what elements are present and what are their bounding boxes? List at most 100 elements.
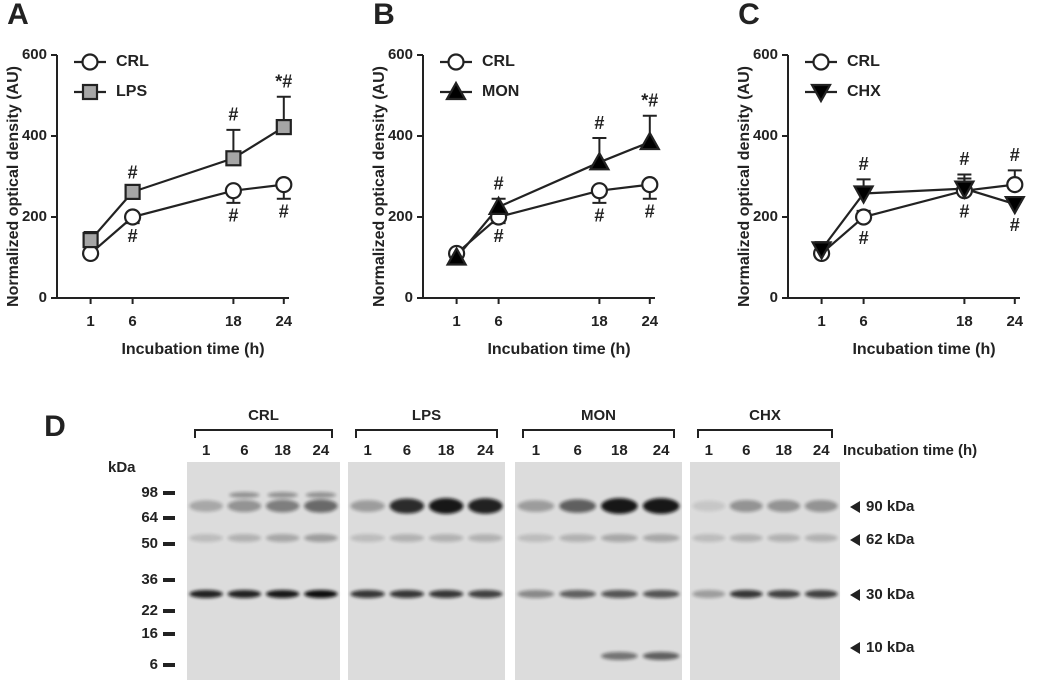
marker [812,53,830,71]
band [804,534,838,542]
legend-label: CRL [482,53,515,70]
panel-label: A [7,0,29,31]
band [642,498,680,514]
blot-image [515,462,682,680]
annotation: # [859,228,869,248]
lane-label: 18 [274,442,291,459]
marker [81,83,99,101]
annotation: # [1010,145,1020,165]
band [601,534,638,542]
band [428,498,464,514]
x-tick-label: 24 [641,313,658,330]
annotation: # [494,226,504,246]
marker [275,176,293,194]
marker [124,183,141,200]
band [517,590,555,598]
group-bracket [194,429,333,438]
series-line [820,183,1015,255]
y-axis-label: Normalized optical density (AU) [736,66,753,307]
marker [641,176,659,194]
series-line [820,187,1016,251]
band [559,534,596,542]
panel-label: C [738,0,760,31]
band [265,499,300,513]
y-tick-label: 600 [753,46,778,63]
marker-tick [163,491,175,495]
y-tick-label: 0 [39,289,47,306]
band [189,500,223,512]
band [642,590,680,598]
x-axis-label: Incubation time (h) [852,341,995,358]
band [229,492,260,498]
series-line [89,126,285,241]
marker-tick [163,578,175,582]
time-label: Incubation time (h) [843,442,977,459]
marker [224,182,242,200]
lane-label: 18 [775,442,792,459]
x-tick-label: 18 [591,313,608,330]
band [189,534,223,542]
x-tick-label: 24 [1006,313,1023,330]
marker-tick [163,516,175,520]
marker [810,241,833,261]
band [265,534,300,542]
band [804,590,838,598]
band [389,498,425,514]
annotation: # [594,206,604,226]
group-label: CHX [749,407,781,424]
lane-label: 1 [532,442,540,459]
band [350,590,385,598]
lane-label: 18 [611,442,628,459]
y-tick-label: 200 [388,208,413,225]
lane-label: 1 [202,442,210,459]
band [468,590,503,598]
band [304,590,338,598]
lane-label: 1 [363,442,371,459]
marker-label: 64 [141,509,158,526]
band [517,500,555,512]
y-tick-label: 600 [388,46,413,63]
marker [445,80,467,101]
legend-label: CHX [847,83,881,100]
marker [1006,176,1024,194]
legend-label: LPS [116,83,147,100]
annotation: # [645,202,655,222]
band [642,652,680,660]
marker [854,208,873,226]
marker [852,185,875,205]
band [601,590,638,598]
lane-label: 6 [573,442,581,459]
group-label: MON [581,407,616,424]
band [428,590,464,598]
lane-label: 18 [438,442,455,459]
band [601,652,638,660]
band [227,499,262,513]
marker [487,195,510,215]
marker [953,180,976,200]
marker-tick [163,632,175,636]
band [767,590,801,598]
marker-tick [163,663,175,667]
annotation: # [959,201,969,221]
y-tick-label: 400 [753,127,778,144]
y-axis-label: Normalized optical density (AU) [371,66,388,307]
band [804,499,838,513]
band [601,498,638,514]
blot-image [348,462,505,680]
annotation: # [1010,215,1020,235]
marker [638,130,661,151]
panel-label: B [373,0,395,31]
group-label: CRL [248,407,279,424]
x-tick-label: 18 [956,313,973,330]
band [227,534,262,542]
annotation: *# [641,91,658,111]
band [729,590,763,598]
band [642,534,680,542]
marker [445,246,468,266]
band-label: 30 kDa [866,586,915,603]
annotation: *# [275,71,292,91]
band [692,534,726,542]
band [468,534,503,542]
marker-tick [163,609,175,613]
